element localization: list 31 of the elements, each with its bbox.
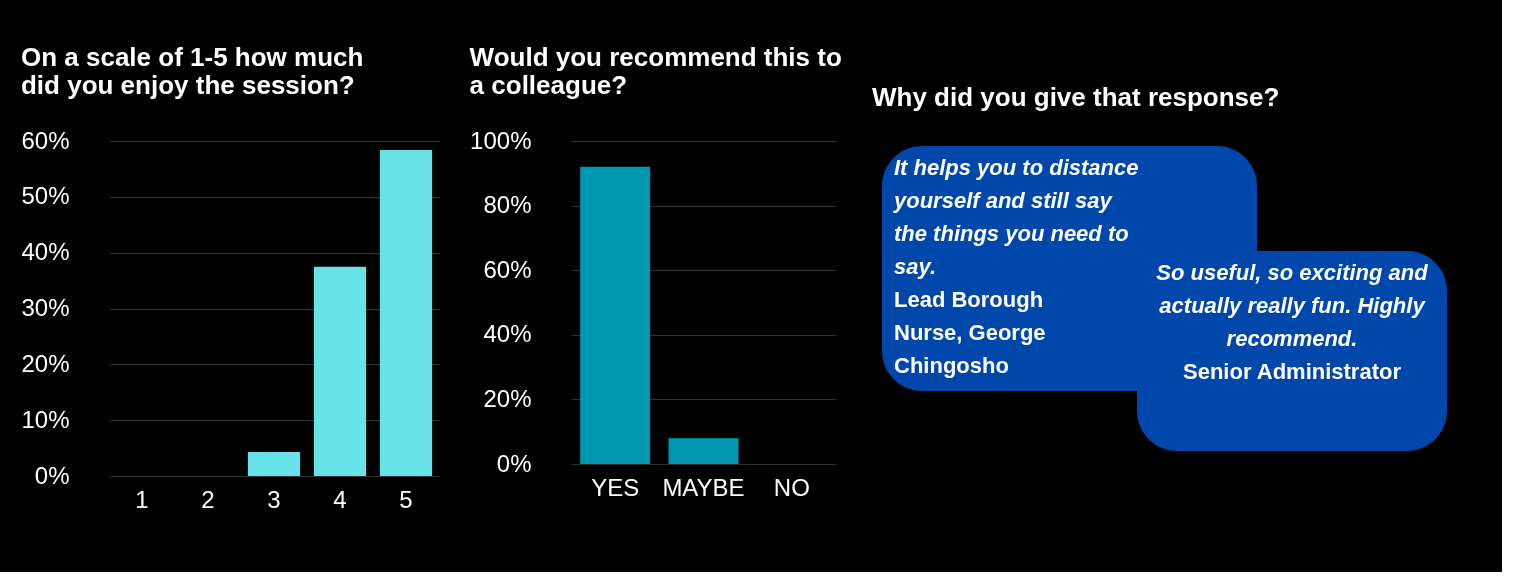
text: So useful, so exciting and actually really fun. Highly recommend. [1156,260,1429,351]
y-tick-label: 60% [483,255,532,283]
x-tick-label: 2 [201,485,215,513]
bar [379,149,433,476]
y-tick-label: 10% [21,405,70,433]
y-tick-label: 30% [21,294,70,321]
x-tick-label: MAYBE [662,473,745,501]
text: Why did you give that response? [872,82,1280,112]
text: Lead Borough Nurse, George Chingosho [894,287,1046,378]
y-tick-label: 100% [470,126,532,154]
bar [313,266,367,476]
y-tick-label: 80% [483,191,532,219]
y-tick-label: 20% [483,384,532,412]
y-tick-label: 60% [21,126,70,154]
text: It helps you to distance yourself and still say the things you need to say. [893,155,1139,279]
x-tick-label: 3 [267,485,281,513]
y-tick-label: 0% [496,449,532,477]
bar [247,451,301,476]
y-tick-label: 40% [483,320,532,348]
x-tick-label: 5 [399,485,413,513]
text: Senior Administrator [1183,359,1402,384]
y-tick-label: 0% [34,461,70,489]
x-tick-label: YES [591,473,640,501]
x-tick-label: 1 [135,485,149,513]
y-tick-label: 40% [21,238,70,266]
x-tick-label: NO [773,473,810,501]
x-tick-label: 4 [333,485,347,513]
y-tick-label: 50% [21,182,70,210]
chart-title: On a scale of 1-5 how much did you enjoy the session? [20,42,364,100]
y-tick-label: 20% [21,349,70,377]
chart-title: Would you recommend this to a colleague? [469,42,842,100]
